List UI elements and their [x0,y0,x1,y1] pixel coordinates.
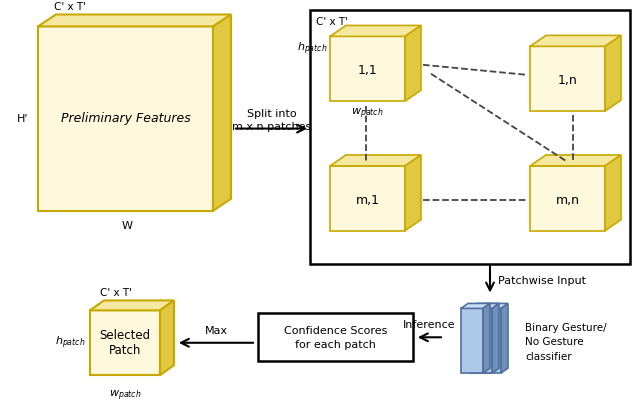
Text: 1,n: 1,n [557,74,577,87]
Polygon shape [330,166,405,231]
Polygon shape [461,303,490,308]
Text: Inference: Inference [403,320,456,330]
Polygon shape [479,308,501,373]
Text: for each patch: for each patch [295,340,376,350]
Polygon shape [90,300,174,310]
Text: No Gesture: No Gesture [525,337,584,347]
Polygon shape [405,155,421,231]
Polygon shape [330,25,421,37]
Polygon shape [330,155,421,166]
Text: $h_{patch}$: $h_{patch}$ [296,40,327,57]
Bar [310,10,630,264]
Text: classifier: classifier [525,352,572,362]
Text: $h_{patch}$: $h_{patch}$ [54,334,85,351]
Text: Split into: Split into [246,109,296,119]
Text: 1,1: 1,1 [358,64,378,77]
Polygon shape [530,166,605,231]
Polygon shape [213,15,231,211]
Text: W: W [122,221,133,231]
Polygon shape [90,310,160,375]
Text: m x n patches: m x n patches [232,121,311,131]
Polygon shape [38,27,213,211]
Text: $w_{patch}$: $w_{patch}$ [351,106,384,121]
Text: Selected
Patch: Selected Patch [99,329,150,357]
Polygon shape [501,303,508,373]
Text: Patchwise Input: Patchwise Input [498,277,586,287]
Polygon shape [530,46,605,111]
Text: Confidence Scores: Confidence Scores [284,326,387,336]
Polygon shape [479,303,508,308]
Polygon shape [405,25,421,101]
Polygon shape [605,35,621,111]
Polygon shape [330,37,405,101]
Polygon shape [530,155,621,166]
Text: C' x T': C' x T' [100,288,132,298]
Polygon shape [160,300,174,375]
Polygon shape [38,15,231,27]
Polygon shape [483,303,490,373]
Polygon shape [530,35,621,46]
Polygon shape [461,308,483,373]
Polygon shape [605,155,621,231]
Text: Max: Max [204,326,228,336]
Text: Preliminary Features: Preliminary Features [61,112,190,125]
Polygon shape [470,308,492,373]
Text: $w_{patch}$: $w_{patch}$ [109,389,141,404]
Text: C' x T': C' x T' [54,2,86,12]
Text: Binary Gesture/: Binary Gesture/ [525,323,607,333]
Text: H': H' [17,114,28,124]
Text: m,1: m,1 [355,194,380,207]
Text: C' x T': C' x T' [316,17,348,27]
Bar [258,313,413,361]
Text: m,n: m,n [556,194,579,207]
Polygon shape [492,303,499,373]
Polygon shape [470,303,499,308]
